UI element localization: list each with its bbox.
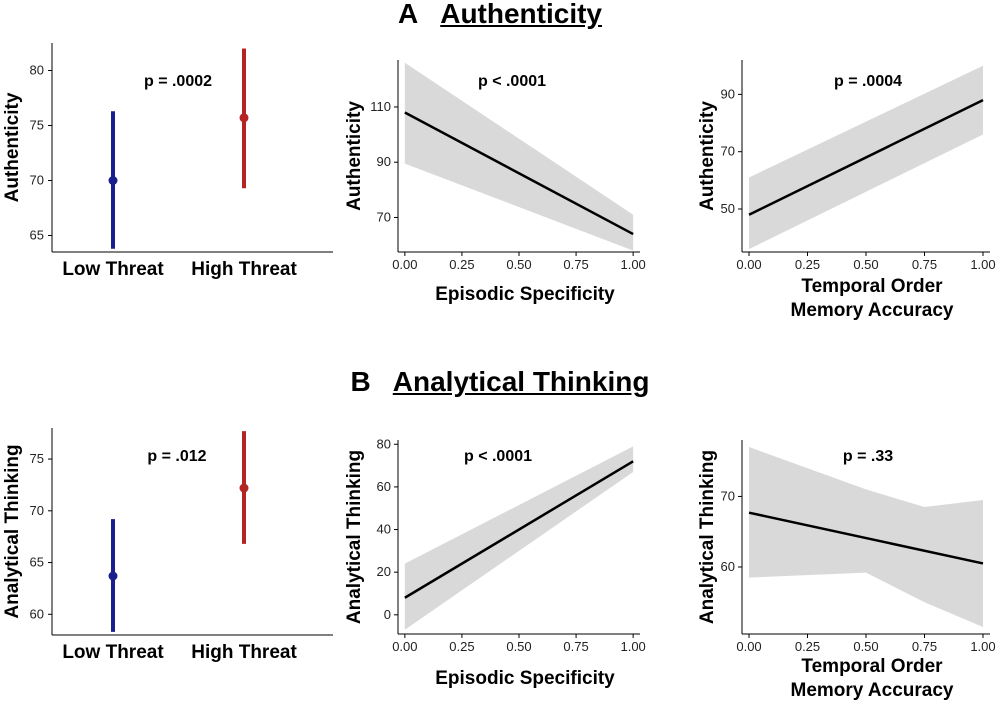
mean-point [239, 113, 249, 123]
section-a-title: A Authenticity [0, 0, 1000, 30]
x-tick-label: 1.00 [620, 639, 645, 654]
x-tick-label: 0.00 [736, 257, 761, 272]
y-tick-label: 80 [30, 63, 44, 78]
y-tick-label: 75 [30, 451, 44, 466]
y-tick-label: 90 [721, 86, 735, 101]
y-tick-label: 50 [721, 201, 735, 216]
section-b-letter: B [350, 366, 371, 397]
y-tick-label: 20 [377, 564, 391, 579]
x-tick-label: 0.25 [795, 639, 820, 654]
x-tick-label: 0.75 [912, 257, 937, 272]
regression-line [404, 460, 634, 599]
section-a-name: Authenticity [440, 0, 602, 29]
x-tick-label: 0.50 [506, 639, 531, 654]
mean-point [239, 483, 249, 493]
y-tick-label: 0 [384, 607, 391, 622]
regression-line [748, 98, 984, 216]
y-tick-label: 70 [721, 144, 735, 159]
x-axis-title: Memory Accuracy [791, 300, 954, 321]
x-tick-label: 0.00 [736, 639, 761, 654]
x-tick-label: 1.00 [970, 257, 995, 272]
section-a-letter: A [397, 0, 419, 29]
mean-point [108, 176, 118, 185]
y-tick-label: 65 [30, 228, 44, 243]
panel-4: 60 65 70 75 Low Threat High Threat Analytical … [2, 428, 333, 663]
y-tick-label: 65 [30, 555, 44, 570]
x-tick-label: 0.25 [449, 257, 474, 272]
x-axis-title: Temporal Order [801, 276, 943, 297]
x-tick-label: 0.00 [392, 257, 417, 272]
x-tick-label: 0.50 [853, 639, 878, 654]
section-b-name: Analytical Thinking [392, 366, 650, 397]
x-tick-label: 1.00 [620, 257, 645, 272]
y-tick-label: 70 [721, 488, 735, 503]
mean-point [108, 571, 118, 581]
y-tick-label: 40 [377, 522, 391, 537]
y-axis-title: Authenticity [697, 101, 718, 211]
x-axis-title: Episodic Specificity [435, 284, 615, 305]
p-value-label: p = .33 [843, 448, 893, 465]
section-b-title: B Analytical Thinking [0, 366, 1000, 398]
p-value-label: p < .0001 [478, 73, 546, 90]
x-axis-title: Episodic Specificity [435, 668, 615, 689]
confidence-band [404, 446, 634, 630]
x-tick-label: 0.75 [912, 639, 937, 654]
x-axis-title: Temporal Order [801, 656, 943, 677]
p-value-label: p = .0004 [834, 73, 902, 90]
y-tick-label: 70 [30, 503, 44, 518]
y-axis-title: Authenticity [344, 101, 365, 211]
y-axis-title: Analytical Thinking [697, 450, 718, 624]
y-tick-label: 60 [721, 559, 735, 574]
x-tick-label: 0.25 [449, 639, 474, 654]
x-tick-label: 1.00 [970, 639, 995, 654]
p-value-label: p < .0001 [464, 448, 532, 465]
y-tick-label: 60 [30, 606, 44, 621]
y-axis-title: Analytical Thinking [344, 450, 365, 624]
y-tick-label: 110 [370, 99, 391, 114]
y-tick-label: 60 [377, 479, 391, 494]
x-tick-label: 0.75 [563, 257, 588, 272]
p-value-label: p = .012 [147, 448, 206, 465]
category-label: Low Threat [62, 642, 164, 663]
panel-5: 0 20 40 60 80 0.00 0.25 0.50 0.75 1.00 Episodic Sp… [344, 436, 646, 689]
category-label: Low Threat [62, 259, 164, 280]
regression-line [748, 511, 984, 565]
y-tick-label: 70 [30, 173, 44, 188]
x-tick-label: 0.50 [506, 257, 531, 272]
confidence-band [404, 62, 634, 251]
y-tick-label: 75 [30, 118, 44, 133]
x-tick-label: 0.50 [853, 257, 878, 272]
regression-line [404, 111, 634, 236]
x-tick-label: 0.00 [392, 639, 417, 654]
y-axis-title: Authenticity [2, 92, 23, 202]
x-tick-label: 0.25 [795, 257, 820, 272]
y-tick-label: 80 [377, 436, 391, 451]
x-axis-title: Memory Accuracy [791, 680, 954, 701]
x-tick-label: 0.75 [563, 639, 588, 654]
y-tick-label: 70 [377, 209, 391, 224]
category-label: High Threat [191, 259, 297, 280]
category-label: High Threat [191, 642, 297, 663]
panel-1: 65 70 75 80 Low Threat High Threat Authenticit… [2, 43, 333, 280]
panel-6: 60 70 0.00 0.25 0.50 0.75 1.00 Temporal Order Me… [697, 440, 996, 701]
y-axis-title: Analytical Thinking [2, 444, 23, 618]
panel-2: 70 90 110 0.00 0.25 0.50 0.75 1.00 Episodic Spec… [344, 60, 646, 305]
p-value-label: p = .0002 [144, 73, 212, 90]
panel-3: 50 70 90 0.00 0.25 0.50 0.75 1.00 Temporal Order… [697, 60, 996, 321]
y-tick-label: 90 [377, 154, 391, 169]
